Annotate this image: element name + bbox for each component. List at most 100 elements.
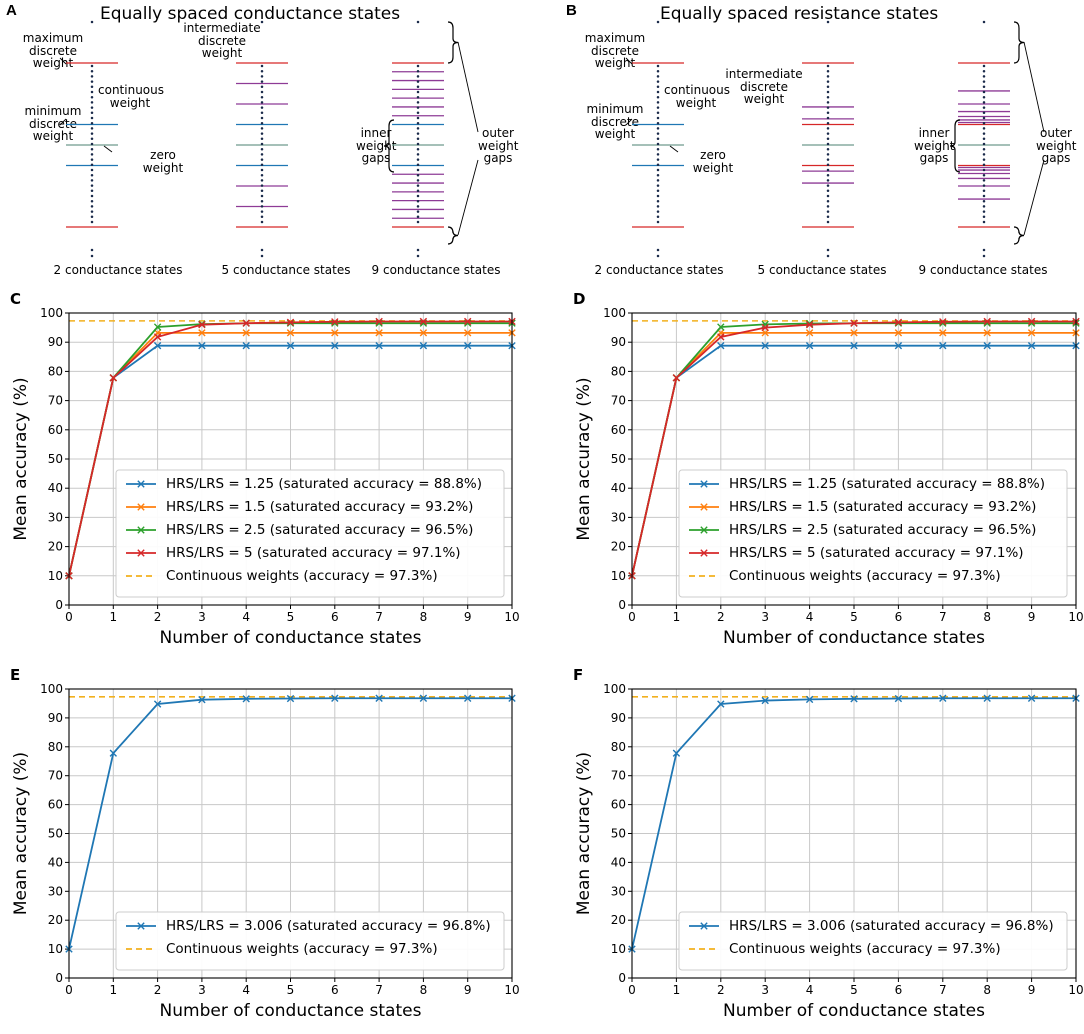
panel-a-leader-min	[59, 118, 67, 126]
chart-e-x-tick-label: 3	[198, 983, 206, 997]
chart-f-y-tick-label: 40	[611, 855, 626, 869]
panel-a-brace-outer-bottom	[447, 226, 459, 245]
panel-a-2states-dot	[90, 220, 94, 224]
chart-e-x-axis-label: Number of conductance states	[160, 1001, 422, 1021]
chart-c-y-tick-label: 60	[48, 423, 63, 437]
panel-a-2states-dot	[90, 184, 94, 187]
panel-a-2states-dot	[90, 199, 94, 203]
chart-f-x-tick-label: 3	[761, 983, 769, 997]
chart-f-x-tick-label: 1	[673, 983, 681, 997]
chart-f-y-tick-label: 60	[611, 798, 626, 812]
chart-d-x-axis-label: Number of conductance states	[723, 628, 985, 648]
panel-a-2states-dot	[90, 205, 94, 208]
chart-e-y-tick-label: 60	[48, 798, 63, 812]
chart-c-series-point-0	[286, 342, 295, 350]
panel-a-5states-dot	[260, 205, 264, 208]
panel-b-5states-dot	[826, 90, 830, 94]
panel-a-5states-dot	[260, 215, 264, 219]
chart-d-series-point-3	[894, 318, 903, 327]
chart-d-legend-marker-1	[700, 503, 708, 511]
chart-d-series-point-0	[1027, 342, 1036, 350]
chart-c-x-tick-label: 9	[464, 610, 472, 624]
panel-a-2states-dot	[90, 158, 94, 161]
panel-a-5states-dot	[260, 179, 264, 182]
chart-e-x-tick-label: 6	[331, 983, 339, 997]
chart-c-series-point-1	[198, 329, 206, 337]
chart-d-y-tick-label: 20	[611, 540, 626, 554]
chart-e-legend-box	[115, 911, 505, 971]
panel-b-5states-dot	[826, 179, 830, 182]
panel-b-5states-dot-extra	[826, 248, 830, 252]
panel-b-9states-dot	[982, 132, 986, 135]
panel-b-5states-dot	[826, 210, 830, 213]
chart-e-y-tick-label: 10	[48, 942, 63, 956]
annot-a-max-weight: maximum discrete weight	[22, 31, 84, 70]
panel-a-9states-dot	[416, 80, 420, 83]
panel-b-5states-dot	[826, 220, 830, 224]
panel-b-9states-dot-extra	[982, 20, 986, 24]
panel-a-5states-dot	[260, 142, 264, 146]
panel-b-9states-dot	[982, 147, 986, 151]
chart-d-series-point-3	[1027, 317, 1036, 326]
panel-a-5states-dot	[260, 194, 264, 198]
chart-f-series-point-0	[894, 694, 903, 703]
chart-e-axes-frame	[68, 688, 513, 979]
panel-a-5states-dot-extra	[260, 254, 264, 258]
chart-c-y-axis-label: Mean accuracy (%)	[11, 377, 31, 540]
chart-c-series-point-1	[419, 329, 428, 337]
chart-f-axes-frame	[631, 688, 1077, 979]
panel-b-2states-dot	[656, 147, 660, 151]
panel-b-5states-dot-extra	[826, 254, 830, 258]
chart-f: F0 1 2 3 4 5 6 7 8 9 100102030405060708090100Numbe…	[573, 666, 1084, 1021]
panel-b-leader-outer-bottom	[1023, 159, 1045, 236]
panel-b-5states-dot	[826, 101, 830, 104]
chart-c-legend-label-4: Continuous weights (accuracy = 97.3%)	[166, 568, 438, 584]
chart-c-series-point-1	[286, 329, 295, 337]
chart-f-x-tick-label: 9	[1028, 983, 1036, 997]
chart-f-y-tick-label: 70	[611, 769, 626, 783]
panel-b-2states-dot-extra	[656, 254, 660, 258]
panel-b-5states-dot	[826, 189, 830, 193]
panel-a-9states-dot	[416, 111, 420, 115]
caption-a-5-states: 5 conductance states	[221, 263, 351, 277]
chart-c-legend-marker-3	[137, 549, 145, 557]
panel-a-9states-dot	[416, 184, 420, 187]
chart-c-series-point-3	[286, 318, 295, 327]
panel-a-5states-dot	[260, 106, 264, 109]
panel-a-9states-dot	[416, 194, 420, 198]
chart-c-x-tick-label: 4	[242, 610, 250, 624]
chart-c-x-tick-label: 10	[504, 610, 519, 624]
panel-a-9states-dot	[416, 220, 420, 224]
chart-c-legend-marker-2	[137, 526, 145, 534]
panel-b-2states-dot	[656, 220, 660, 224]
caption-b-2-states: 2 conductance states	[594, 263, 724, 277]
chart-c-series-point-3	[198, 320, 206, 329]
chart-d-series-point-1	[805, 329, 814, 337]
chart-c-series-point-1	[375, 329, 383, 337]
chart-c-x-tick-label: 1	[109, 610, 117, 624]
chart-f-x-tick-label: 0	[628, 983, 636, 997]
panel-b-brace-outer-top	[1013, 21, 1025, 64]
chart-f-series-point-0	[1027, 694, 1036, 702]
panel-a-9states-dot	[416, 158, 420, 161]
panel-b-5states-dot	[826, 69, 830, 73]
panel-label-b: B	[566, 2, 577, 19]
chart-d-series-point-1	[1027, 329, 1036, 337]
chart-d-x-tick-label: 7	[939, 610, 947, 624]
annot-b-inner-gaps: inner weight gaps	[914, 126, 955, 165]
chart-d-x-tick-label: 1	[673, 610, 681, 624]
chart-c-series-point-1	[331, 329, 339, 337]
panel-b-9states-dot	[982, 163, 986, 167]
chart-f-y-axis-label: Mean accuracy (%)	[574, 752, 594, 915]
chart-d-series-point-1	[894, 329, 903, 337]
panel-a-2states-dot	[90, 80, 94, 83]
chart-c-legend-marker-1	[137, 503, 145, 511]
chart-d-x-tick-label: 9	[1028, 610, 1036, 624]
panel-a-9states-dot	[416, 173, 420, 177]
panel-b-2states-dot	[656, 153, 660, 156]
chart-c-series-point-0	[331, 342, 339, 350]
chart-e-series-point-0	[198, 695, 206, 704]
chart-c-x-axis-label: Number of conductance states	[160, 628, 422, 648]
panel-b-9states-dot	[982, 80, 986, 83]
panel-b-2states-dot	[656, 111, 660, 115]
